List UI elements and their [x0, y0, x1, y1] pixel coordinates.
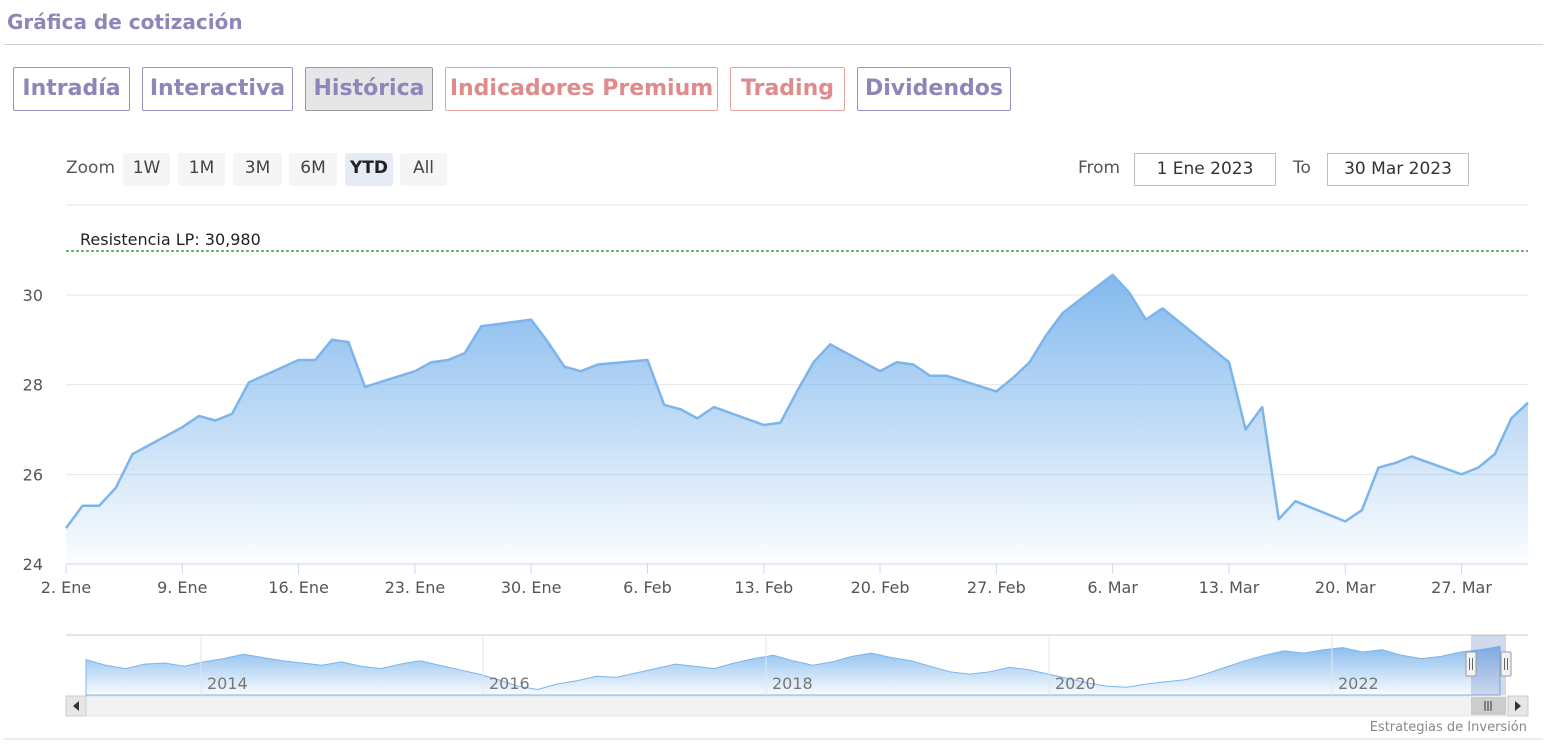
navigator-year-label: 2016: [489, 674, 530, 693]
chart-credit: Estrategias de Inversión: [1370, 720, 1527, 735]
y-tick-label: 26: [23, 465, 43, 484]
resistance-annotation: Resistencia LP: 30,980: [66, 230, 1528, 252]
y-tick-label: 24: [23, 555, 43, 574]
zoom-1m-button[interactable]: 1M: [178, 153, 225, 186]
x-tick-label: 9. Ene: [157, 578, 207, 597]
x-tick-label: 20. Feb: [851, 578, 910, 597]
x-tick-label: 13. Mar: [1199, 578, 1260, 597]
y-axis: 24 26 28 30: [23, 286, 43, 574]
page-title: Gráfica de cotización: [7, 10, 243, 34]
series-area: [64, 273, 1529, 564]
navigator-year-label: 2022: [1338, 674, 1379, 693]
x-tick-label: 20. Mar: [1315, 578, 1376, 597]
tab-intradia[interactable]: Intradía: [13, 67, 130, 111]
zoom-all-button[interactable]: All: [400, 153, 447, 186]
zoom-3m-button[interactable]: 3M: [233, 153, 282, 186]
navigator-year-label: 2014: [207, 674, 248, 693]
tab-historica[interactable]: Histórica: [305, 67, 433, 111]
tab-interactiva[interactable]: Interactiva: [142, 67, 293, 111]
from-label: From: [1078, 158, 1121, 178]
x-tick-label: 13. Feb: [734, 578, 793, 597]
y-tick-label: 30: [23, 286, 43, 305]
x-tick-label: 27. Feb: [967, 578, 1026, 597]
x-tick-label: 23. Ene: [385, 578, 446, 597]
zoom-label: Zoom: [66, 158, 116, 178]
x-tick-label: 16. Ene: [268, 578, 329, 597]
navigator-left-handle[interactable]: [1465, 651, 1477, 677]
to-date-input[interactable]: 30 Mar 2023: [1327, 153, 1469, 186]
navigator-series: [85, 645, 1501, 696]
from-date-input[interactable]: 1 Ene 2023: [1134, 153, 1276, 186]
scroll-right-icon: [1515, 701, 1521, 711]
x-tick-label: 6. Feb: [623, 578, 672, 597]
navigator-year-label: 2018: [772, 674, 813, 693]
tab-dividendos[interactable]: Dividendos: [857, 67, 1011, 111]
x-axis: 2. Ene 9. Ene 16. Ene 23. Ene 30. Ene 6. Feb 1…: [41, 563, 1528, 597]
x-tick-label: 30. Ene: [501, 578, 562, 597]
x-tick-label: 27. Mar: [1431, 578, 1492, 597]
navigator-right-handle[interactable]: [1500, 651, 1512, 677]
navigator-selection: [1471, 635, 1506, 695]
scroll-left-icon: [73, 701, 79, 711]
x-tick-label: 2. Ene: [41, 578, 91, 597]
y-tick-label: 28: [23, 376, 43, 395]
resistance-label: Resistencia LP: 30,980: [80, 230, 261, 249]
x-tick-label: 6. Mar: [1087, 578, 1138, 597]
navigator[interactable]: 2014 2016 2018 2020 2022: [65, 634, 1529, 717]
zoom-6m-button[interactable]: 6M: [289, 153, 337, 186]
to-label: To: [1293, 158, 1311, 178]
zoom-ytd-button[interactable]: YTD: [345, 153, 393, 186]
series-fill: [66, 274, 1528, 564]
navigator-year-label: 2020: [1055, 674, 1096, 693]
tab-indicadores-premium[interactable]: Indicadores Premium: [445, 67, 718, 111]
zoom-1w-button[interactable]: 1W: [123, 153, 170, 186]
scrollbar-track[interactable]: [65, 695, 1529, 717]
tab-trading[interactable]: Trading: [730, 67, 845, 111]
title-divider: [4, 44, 1543, 45]
